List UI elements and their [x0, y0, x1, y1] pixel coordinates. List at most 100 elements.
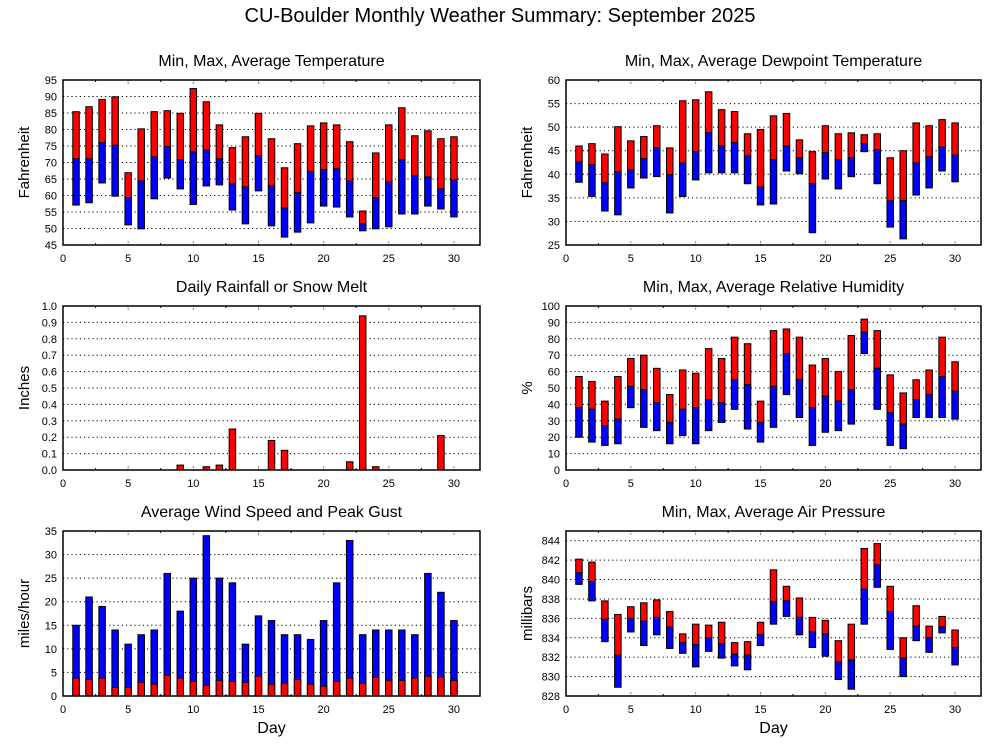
bar-max-segment [627, 357, 635, 387]
bar-max-segment [189, 88, 198, 153]
bar-peak-gust [319, 620, 328, 697]
bar-min-segment [808, 407, 817, 446]
bar-min-segment [873, 149, 881, 185]
bar-max-segment [938, 615, 946, 628]
bar-min-segment [601, 182, 609, 212]
bar-min-segment [306, 171, 315, 224]
bar-min-segment [925, 156, 933, 189]
bar-max-segment [808, 151, 817, 185]
bar-max-segment [704, 624, 713, 639]
bar-max-segment [691, 99, 700, 153]
bar-max-segment [666, 147, 674, 176]
y-tick-label: 838 [542, 594, 560, 606]
bar-min-segment [358, 223, 367, 232]
bar-max-segment [938, 336, 946, 378]
bar-max-segment [769, 330, 778, 387]
bar-max-segment [808, 364, 817, 409]
bar-average-wind [137, 681, 145, 697]
bar-min-segment [821, 633, 830, 657]
y-tick-label: 35 [548, 193, 560, 205]
bars [575, 543, 959, 690]
bar-max-segment [795, 597, 804, 618]
bar-min-segment [834, 400, 843, 432]
y-tick-label: 0.5 [42, 383, 57, 395]
bar-max-segment [450, 136, 458, 181]
bar-max-segment [601, 400, 609, 427]
bar-max-segment [385, 124, 393, 183]
y-tick-label: 0.7 [42, 350, 57, 362]
bar-min-segment [756, 634, 765, 647]
bar-min-segment [769, 385, 778, 428]
bar-max-segment [886, 585, 894, 613]
y-tick-label: 40 [548, 399, 560, 411]
bar-precipitation [280, 449, 289, 471]
bar-min-segment [241, 186, 250, 225]
bar-average-wind [228, 680, 237, 697]
bar-max-segment [163, 110, 171, 148]
bar-max-segment [627, 140, 635, 171]
bar-max-segment [821, 357, 830, 397]
bar-min-segment [938, 376, 946, 419]
y-tick-label: 40 [548, 169, 560, 181]
bar-min-segment [666, 421, 674, 445]
y-tick-label: 0.4 [42, 399, 57, 411]
bar-max-segment [358, 210, 367, 225]
x-tick-label: 5 [125, 478, 131, 490]
x-tick-label: 25 [884, 704, 896, 716]
chart-wind: Average Wind Speed and Peak Gust 0 5 10 15 20… [16, 504, 481, 737]
y-tick-label: 80 [45, 125, 57, 137]
bar-min-segment [938, 146, 946, 172]
bar-max-segment [886, 374, 894, 414]
bar-max-segment [834, 133, 843, 161]
bar-min-segment [704, 398, 713, 432]
bar-min-segment [847, 659, 856, 690]
bar-min-segment [678, 642, 687, 654]
y-tick-label: 842 [542, 555, 560, 567]
y-tick-label: 0.9 [42, 317, 57, 329]
bar-min-segment [912, 625, 920, 642]
bar-max-segment [614, 613, 622, 656]
bar-min-segment [769, 159, 778, 205]
bar-min-segment [666, 626, 674, 649]
bar-max-segment [653, 367, 661, 404]
bar-max-segment [411, 135, 419, 177]
bar-min-segment [782, 600, 791, 617]
bar-max-segment [202, 101, 211, 151]
bar-min-segment [782, 145, 791, 172]
x-tick-label: 0 [60, 704, 66, 716]
x-tick-label: 5 [628, 253, 634, 265]
bar-max-segment [912, 122, 920, 164]
bar-max-segment [588, 561, 596, 582]
bar-max-segment [85, 106, 93, 160]
bar-max-segment [756, 621, 765, 636]
chart-temperature: Min, Max, Average Temperature45505560657… [16, 53, 481, 265]
bar-peak-gust [111, 629, 119, 697]
y-tick-label: 0.0 [42, 465, 57, 477]
bar-min-segment [860, 143, 869, 153]
bar-min-segment [437, 188, 445, 210]
bar-max-segment [847, 335, 856, 391]
bar-max-segment [873, 543, 881, 566]
bar-max-segment [640, 136, 648, 160]
bar-min-segment [925, 394, 933, 419]
bar-min-segment [601, 618, 609, 643]
x-tick-label: 10 [690, 478, 702, 490]
bar-min-segment [254, 155, 263, 192]
bar-average-wind [385, 679, 393, 697]
y-tick-label: 828 [542, 691, 560, 703]
bar-average-wind [202, 684, 211, 697]
bar-min-segment [847, 157, 856, 178]
chart-dewpoint: Min, Max, Average Dewpoint Temperature 25… [519, 53, 982, 265]
bar-max-segment [424, 130, 432, 178]
chart-title: Min, Max, Average Dewpoint Temperature [625, 53, 922, 70]
bar-average-wind [85, 679, 93, 697]
bar-min-segment [899, 423, 907, 450]
bar-average-wind [72, 677, 80, 697]
y-tick-label: 25 [548, 240, 560, 252]
y-tick-label: 70 [548, 350, 560, 362]
bar-max-segment [782, 112, 791, 147]
bar-average-wind [254, 675, 263, 697]
y-tick-label: 95 [45, 75, 57, 87]
bar-max-segment [111, 96, 119, 146]
bar-precipitation [228, 428, 237, 471]
